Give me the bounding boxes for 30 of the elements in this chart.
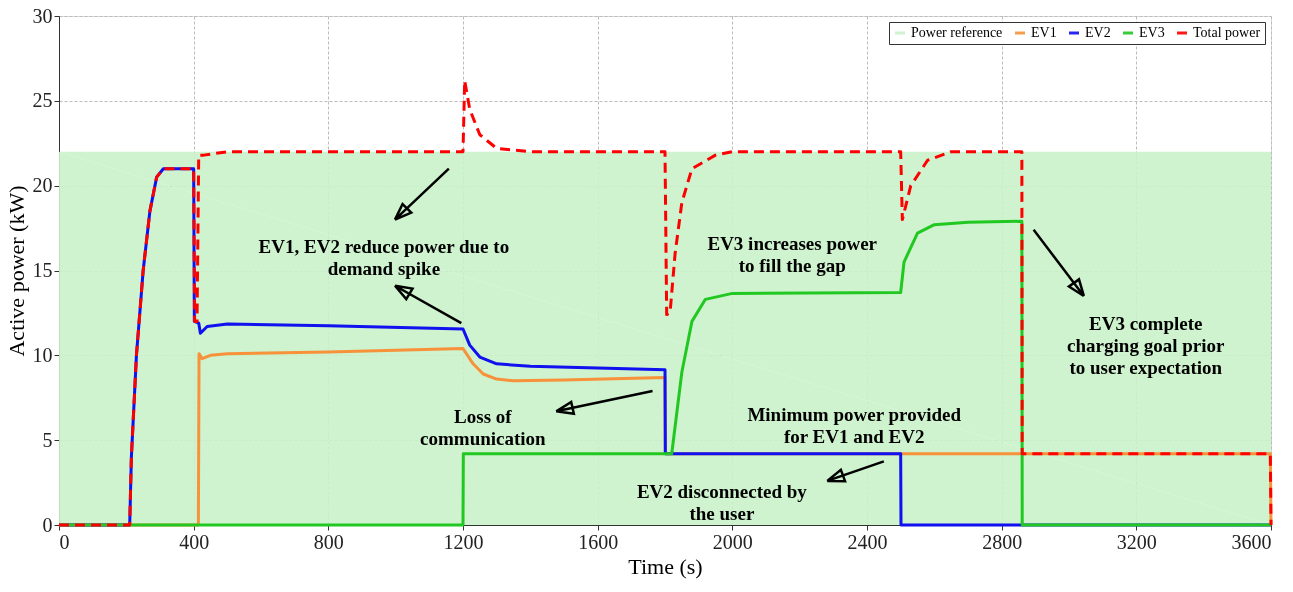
- y-tick-label: 5: [42, 428, 53, 451]
- x-tick-label: 1200: [443, 530, 484, 553]
- x-tick-label: 2400: [847, 530, 888, 553]
- x-tick-label: 0: [59, 530, 70, 553]
- x-tick-label: 2800: [982, 530, 1023, 553]
- legend-label: Total power: [1193, 25, 1261, 40]
- x-tick-label: 400: [179, 530, 210, 553]
- x-tick-label: 3600: [1231, 530, 1272, 553]
- annotation: EV1, EV2 reduce power due to demand spike: [258, 236, 510, 280]
- legend-label: EV1: [1031, 25, 1057, 40]
- annotation: Minimum power provided for EV1 and EV2: [747, 404, 962, 448]
- annotation: EV3 increases power to fill the gap: [707, 232, 878, 276]
- legend-label: Power reference: [911, 25, 1003, 40]
- annotation: Loss of communication: [420, 405, 547, 449]
- annotation: EV3 complete charging goal prior to user expectation: [1067, 312, 1225, 378]
- y-tick-label: 10: [32, 343, 53, 366]
- x-axis-title: Time (s): [628, 553, 703, 579]
- y-tick-label: 15: [32, 259, 53, 281]
- legend-label: EV3: [1139, 25, 1165, 40]
- y-tick-label: 0: [42, 513, 53, 536]
- legend-label: EV2: [1085, 25, 1111, 40]
- x-tick-label: 3200: [1116, 530, 1157, 553]
- y-tick-label: 25: [32, 89, 53, 112]
- y-tick-label: 30: [32, 4, 53, 27]
- annotation: EV2 disconnected by the user: [636, 480, 808, 524]
- x-tick-label: 1600: [578, 530, 619, 553]
- y-axis-title: Active power (kW): [3, 185, 29, 357]
- x-tick-label: 2000: [712, 530, 753, 553]
- x-tick-label: 800: [313, 530, 344, 553]
- y-tick-label: 20: [32, 174, 53, 197]
